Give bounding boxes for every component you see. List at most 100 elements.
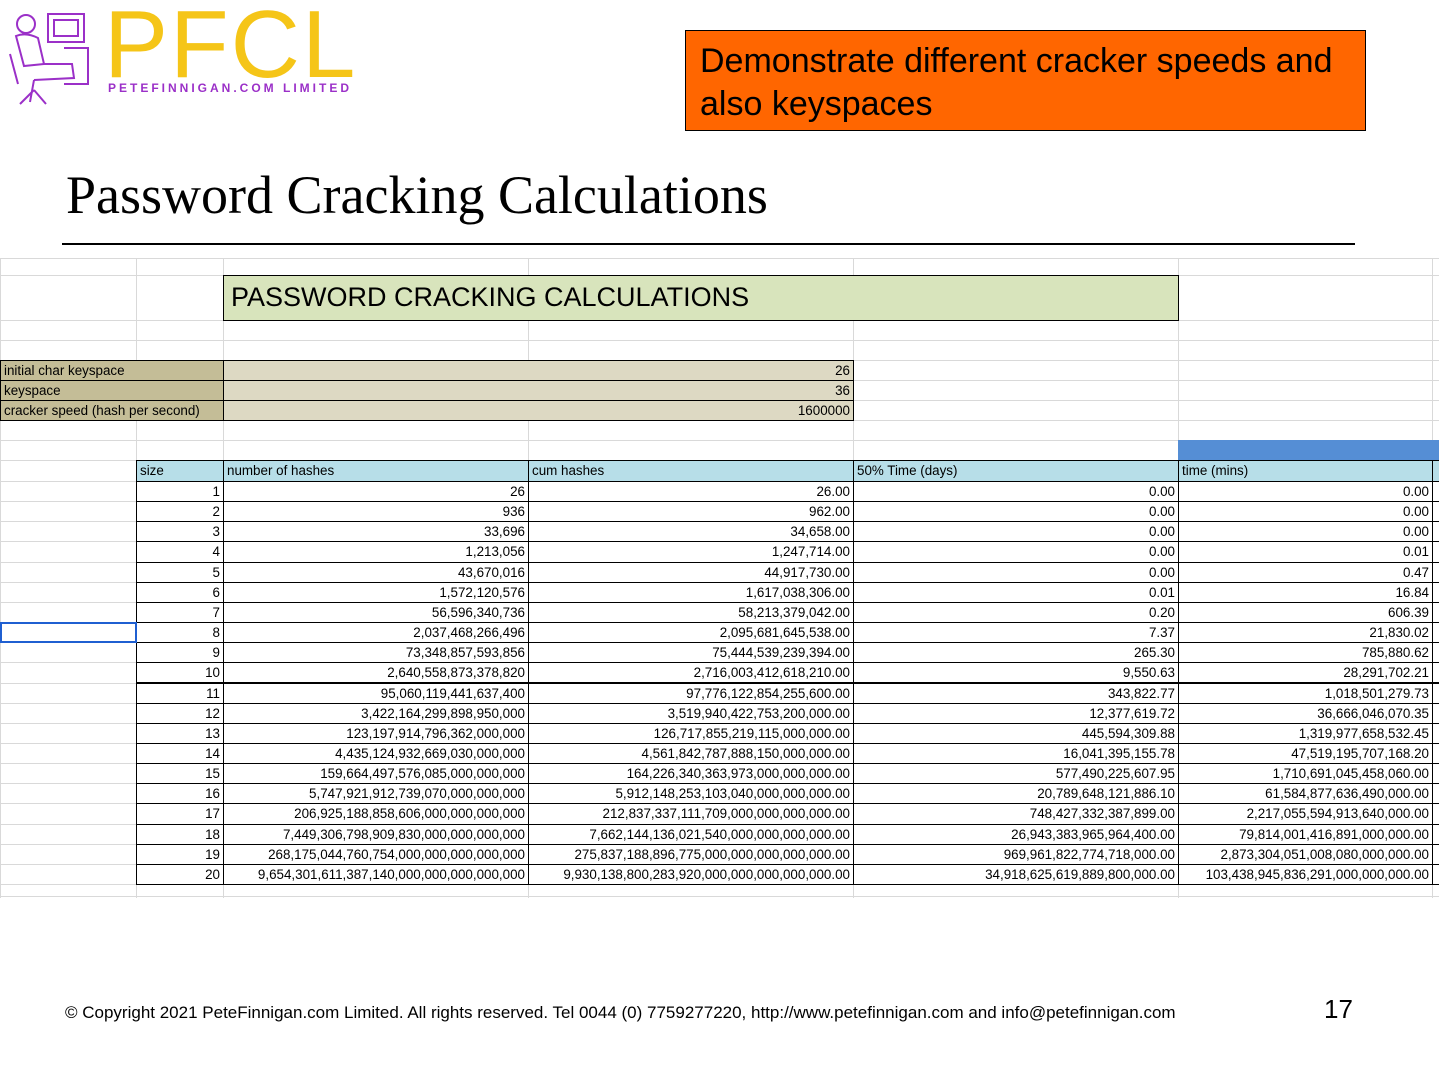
table-cell: 16,041,395,155.78 (853, 742, 1179, 765)
footer-copyright: © Copyright 2021 PeteFinnigan.com Limite… (65, 1003, 1176, 1022)
table-cell: 95,060,119,441,637,400 (223, 682, 529, 704)
grid-line (0, 896, 1439, 897)
column-header: time (mins) (1178, 460, 1433, 482)
table-cell: 1 (136, 481, 224, 503)
table-cell: 4,561,842,787,888,150,000,000.00 (528, 742, 854, 765)
table-cell: 12 (136, 702, 224, 724)
table-cell: 159,664,497,576,085,000,000,000 (223, 763, 529, 785)
table-cell (1432, 521, 1439, 543)
table-cell: 26 (223, 481, 529, 503)
grid-line (0, 258, 1439, 259)
sheet-title: PASSWORD CRACKING CALCULATIONS (223, 275, 1179, 321)
table-cell: 2 (136, 501, 224, 523)
table-cell: 2,037,468,266,496 (223, 622, 529, 644)
table-cell: 7,449,306,798,909,830,000,000,000,000 (223, 823, 529, 845)
table-cell: 8 (136, 622, 224, 644)
table-cell: 5,912,148,253,103,040,000,000,000.00 (528, 783, 854, 805)
table-cell: 0.00 (1178, 501, 1433, 523)
table-cell (1432, 682, 1439, 704)
table-cell (1432, 541, 1439, 563)
table-cell: 56,596,340,736 (223, 601, 529, 624)
table-cell: 58,213,379,042.00 (528, 601, 854, 624)
table-cell: 47,519,195,707,168.20 (1178, 742, 1433, 765)
table-cell (1432, 501, 1439, 523)
grid-line (0, 340, 1439, 341)
grid-line (0, 440, 1439, 441)
table-cell: 1,247,714.00 (528, 541, 854, 563)
table-cell: 1,572,120,576 (223, 581, 529, 603)
table-cell (1432, 581, 1439, 603)
table-cell: 748,427,332,387,899.00 (853, 803, 1179, 825)
table-cell: 73,348,857,593,856 (223, 642, 529, 664)
column-header: size (136, 460, 224, 482)
table-cell: 61,584,877,636,490,000.00 (1178, 783, 1433, 805)
page-number: 17 (1324, 994, 1353, 1024)
table-cell: 0.00 (853, 521, 1179, 543)
table-cell: 5 (136, 561, 224, 583)
table-cell: 9 (136, 642, 224, 664)
table-cell: 206,925,188,858,606,000,000,000,000 (223, 803, 529, 825)
table-cell (1432, 642, 1439, 664)
table-cell: 265.30 (853, 642, 1179, 664)
table-cell: 14 (136, 742, 224, 765)
table-cell: 268,175,044,760,754,000,000,000,000,000 (223, 843, 529, 865)
table-cell: 16 (136, 783, 224, 805)
table-cell: 123,197,914,796,362,000,000 (223, 722, 529, 744)
table-cell: 0.00 (853, 561, 1179, 583)
table-cell: 606.39 (1178, 601, 1433, 624)
table-cell: 13 (136, 722, 224, 744)
table-cell (1432, 622, 1439, 644)
column-header: number of hashes (223, 460, 529, 482)
column-header (1432, 460, 1439, 482)
table-cell: 1,710,691,045,458,060.00 (1178, 763, 1433, 785)
table-cell: 12,377,619.72 (853, 702, 1179, 724)
table-cell: 212,837,337,111,709,000,000,000,000.00 (528, 803, 854, 825)
table-cell: 7 (136, 601, 224, 624)
table-cell (1432, 561, 1439, 583)
table-cell (1432, 783, 1439, 805)
table-cell: 16.84 (1178, 581, 1433, 603)
table-cell: 0.20 (853, 601, 1179, 624)
table-cell: 577,490,225,607.95 (853, 763, 1179, 785)
param-label: keyspace (0, 380, 224, 401)
table-cell: 275,837,188,896,775,000,000,000,000,000.… (528, 843, 854, 865)
table-cell: 21,830.02 (1178, 622, 1433, 644)
table-cell: 3,422,164,299,898,950,000 (223, 702, 529, 724)
table-cell (1432, 763, 1439, 785)
table-cell (1432, 863, 1439, 885)
table-cell: 2,095,681,645,538.00 (528, 622, 854, 644)
spreadsheet: PASSWORD CRACKING CALCULATIONS initial ch… (0, 258, 1439, 898)
column-header: cum hashes (528, 460, 854, 482)
selected-cell (0, 622, 137, 644)
table-cell: 0.00 (853, 501, 1179, 523)
table-cell: 75,444,539,239,394.00 (528, 642, 854, 664)
table-cell (1432, 601, 1439, 624)
table-cell: 1,319,977,658,532.45 (1178, 722, 1433, 744)
table-cell: 1,617,038,306.00 (528, 581, 854, 603)
column-header: 50% Time (days) (853, 460, 1179, 482)
table-cell: 9,654,301,611,387,140,000,000,000,000,00… (223, 863, 529, 885)
table-cell: 3,519,940,422,753,200,000.00 (528, 702, 854, 724)
table-cell: 103,438,945,836,291,000,000,000.00 (1178, 863, 1433, 885)
param-value: 36 (223, 380, 854, 401)
table-cell: 4 (136, 541, 224, 563)
table-cell: 97,776,122,854,255,600.00 (528, 682, 854, 704)
table-cell: 9,930,138,800,283,920,000,000,000,000,00… (528, 863, 854, 885)
table-cell: 17 (136, 803, 224, 825)
table-cell (1432, 702, 1439, 724)
table-cell: 9,550.63 (853, 662, 1179, 684)
table-cell: 0.01 (853, 581, 1179, 603)
table-cell: 2,716,003,412,618,210.00 (528, 662, 854, 684)
table-cell: 7,662,144,136,021,540,000,000,000,000.00 (528, 823, 854, 845)
table-cell: 6 (136, 581, 224, 603)
table-cell: 19 (136, 843, 224, 865)
table-cell: 126,717,855,219,115,000,000.00 (528, 722, 854, 744)
table-cell: 2,873,304,051,008,080,000,000.00 (1178, 843, 1433, 865)
table-cell: 969,961,822,774,718,000.00 (853, 843, 1179, 865)
title-rule (62, 243, 1355, 245)
logo-icon (9, 13, 89, 105)
table-cell: 962.00 (528, 501, 854, 523)
highlight-cell (1178, 440, 1439, 460)
table-cell: 343,822.77 (853, 682, 1179, 704)
table-cell: 43,670,016 (223, 561, 529, 583)
